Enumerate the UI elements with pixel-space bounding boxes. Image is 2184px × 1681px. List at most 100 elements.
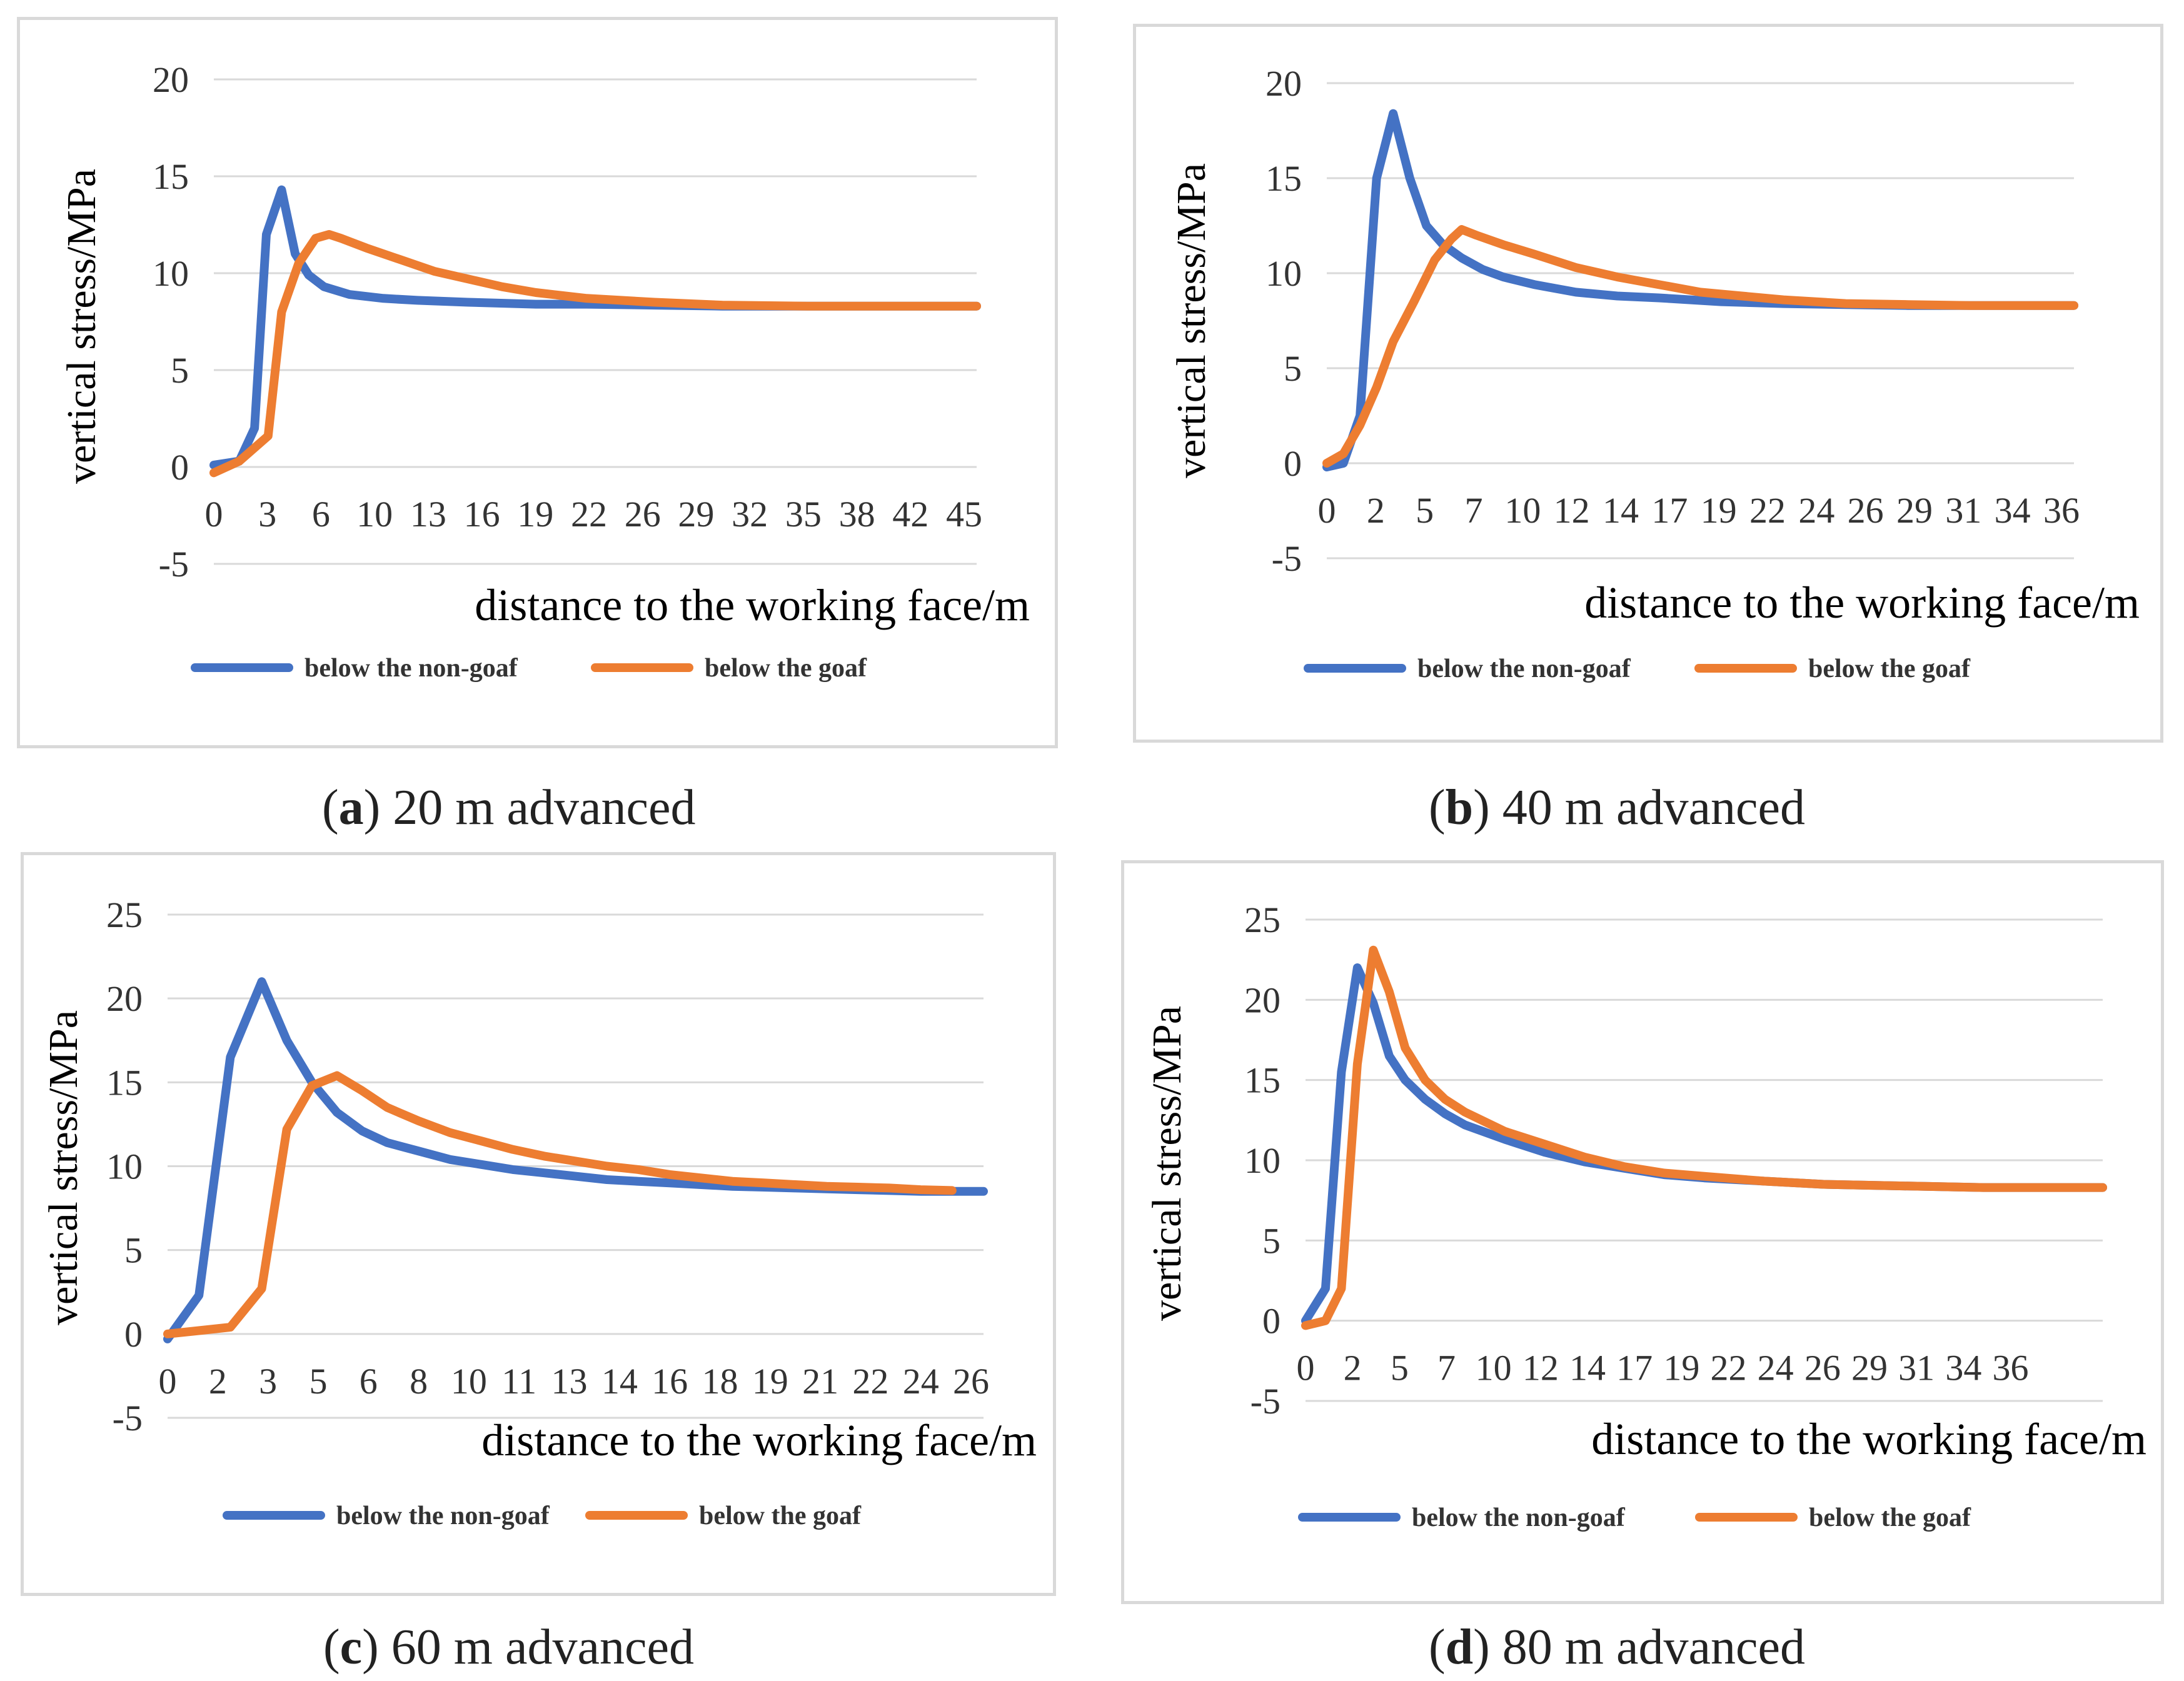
x-tick-label: 26 — [953, 1361, 989, 1402]
y-tick-label: 15 — [1244, 1060, 1281, 1101]
y-tick-label: 10 — [153, 253, 189, 294]
x-tick-label: 42 — [892, 494, 928, 534]
x-tick-label: 26 — [1848, 490, 1884, 531]
series-line-goaf — [1322, 225, 2078, 468]
x-tick-label: 0 — [1297, 1348, 1315, 1388]
legend-label-goaf: below the goaf — [705, 654, 867, 683]
x-tick-label: 19 — [1701, 490, 1737, 531]
x-tick-label: 19 — [517, 494, 553, 534]
y-axis-title: vertical stress/MPa — [1169, 163, 1214, 478]
y-tick-label: 5 — [1262, 1220, 1281, 1261]
y-tick-label: 15 — [1266, 158, 1302, 199]
x-tick-label: 11 — [501, 1361, 536, 1402]
legend-label-non-goaf: below the non-goaf — [304, 654, 518, 683]
chart-panel-a: -5 0 5 10 15 20 0 3 6 10 13 16 19 22 26 29 32 35 38 42 45 ver… — [17, 17, 1058, 748]
x-tick-label: 6 — [312, 494, 330, 534]
x-tick-label: 13 — [410, 494, 446, 534]
legend-label-goaf: below the goaf — [1808, 655, 1971, 683]
caption-b-text: 40 m advanced — [1489, 780, 1806, 835]
x-tick-label: 2 — [209, 1361, 227, 1402]
y-tick-label: 15 — [106, 1062, 143, 1103]
x-tick-label: 16 — [652, 1361, 688, 1402]
caption-d-text: 80 m advanced — [1489, 1620, 1806, 1675]
x-tick-label: 22 — [1711, 1348, 1747, 1388]
x-tick-label: 19 — [752, 1361, 788, 1402]
x-tick-label: 6 — [360, 1361, 378, 1402]
x-tick-label: 7 — [1437, 1348, 1456, 1388]
x-tick-label: 34 — [1945, 1348, 1981, 1388]
x-tick-label: 36 — [2043, 490, 2080, 531]
y-tick-label: 0 — [1262, 1301, 1281, 1342]
x-tick-label: 3 — [258, 494, 276, 534]
x-tick-label: 17 — [1651, 490, 1688, 531]
x-axis-title: distance to the working face/m — [1591, 1414, 2146, 1464]
x-tick-label: 35 — [785, 494, 822, 534]
x-tick-label: 45 — [946, 494, 982, 534]
legend-label-goaf: below the goaf — [699, 1502, 862, 1530]
x-tick-label: 12 — [1554, 490, 1590, 531]
x-tick-label: 17 — [1616, 1348, 1653, 1388]
caption-a-text: 20 m advanced — [380, 780, 696, 835]
series-line-goaf — [163, 1071, 957, 1338]
y-tick-label: -5 — [159, 544, 189, 585]
series-line-goaf — [209, 230, 981, 478]
x-tick-label: 24 — [1798, 490, 1834, 531]
x-tick-label: 14 — [1603, 490, 1639, 531]
x-tick-label: 26 — [625, 494, 661, 534]
y-tick-label: 15 — [153, 156, 189, 197]
x-tick-label: 34 — [1995, 490, 2031, 531]
x-tick-label: 24 — [1758, 1348, 1794, 1388]
series-line-non-goaf — [1301, 963, 2107, 1325]
x-tick-label: 5 — [1391, 1348, 1409, 1388]
x-axis-title: distance to the working face/m — [475, 580, 1030, 630]
y-tick-label: -5 — [1251, 1381, 1281, 1422]
x-tick-label: 2 — [1367, 490, 1385, 531]
y-axis-title: vertical stress/MPa — [59, 169, 104, 484]
chart-panel-b: -5 0 5 10 15 20 0 2 5 7 10 12 14 17 19 22 24 26 29 31 34 36 ve… — [1133, 24, 2163, 743]
legend-label-non-goaf: below the non-goaf — [336, 1502, 550, 1530]
y-tick-label: 20 — [153, 59, 189, 100]
y-tick-label: 10 — [106, 1147, 143, 1187]
x-tick-label: 5 — [1416, 490, 1434, 531]
x-tick-label: 26 — [1804, 1348, 1841, 1388]
caption-b: (b) 40 m advanced — [1429, 780, 1806, 835]
x-tick-label: 22 — [852, 1361, 888, 1402]
legend-label-goaf: below the goaf — [1809, 1503, 1971, 1532]
x-tick-label: 19 — [1663, 1348, 1699, 1388]
caption-a-letter: a — [338, 780, 364, 835]
x-tick-label: 10 — [1504, 490, 1541, 531]
x-tick-label: 7 — [1465, 490, 1483, 531]
x-tick-label: 18 — [702, 1361, 738, 1402]
y-tick-label: 5 — [171, 350, 189, 391]
y-tick-label: -5 — [113, 1398, 143, 1438]
y-tick-label: 10 — [1266, 253, 1302, 294]
x-tick-label: 8 — [410, 1361, 428, 1402]
caption-b-letter: b — [1445, 780, 1474, 835]
y-axis-title: vertical stress/MPa — [41, 1010, 86, 1325]
y-tick-label: 5 — [124, 1230, 143, 1271]
x-tick-label: 13 — [551, 1361, 588, 1402]
x-tick-label: 10 — [451, 1361, 487, 1402]
x-tick-label: 5 — [309, 1361, 327, 1402]
x-tick-label: 0 — [1318, 490, 1336, 531]
x-tick-label: 16 — [464, 494, 500, 534]
y-tick-label: 25 — [1244, 900, 1281, 940]
caption-c-text: 60 m advanced — [378, 1620, 695, 1675]
x-tick-label: 12 — [1522, 1348, 1559, 1388]
y-tick-label: 0 — [1284, 443, 1302, 484]
y-tick-label: 20 — [1244, 980, 1281, 1020]
y-tick-label: 20 — [106, 978, 143, 1019]
x-tick-label: 29 — [678, 494, 714, 534]
y-tick-label: 25 — [106, 895, 143, 935]
legend-label-non-goaf: below the non-goaf — [1417, 655, 1631, 683]
y-tick-label: 10 — [1244, 1140, 1281, 1181]
caption-c: (c) 60 m advanced — [323, 1620, 695, 1675]
y-tick-label: 0 — [124, 1314, 143, 1355]
x-tick-label: 3 — [259, 1361, 277, 1402]
x-tick-label: 22 — [571, 494, 607, 534]
x-tick-label: 29 — [1896, 490, 1933, 531]
y-tick-label: -5 — [1272, 538, 1302, 579]
